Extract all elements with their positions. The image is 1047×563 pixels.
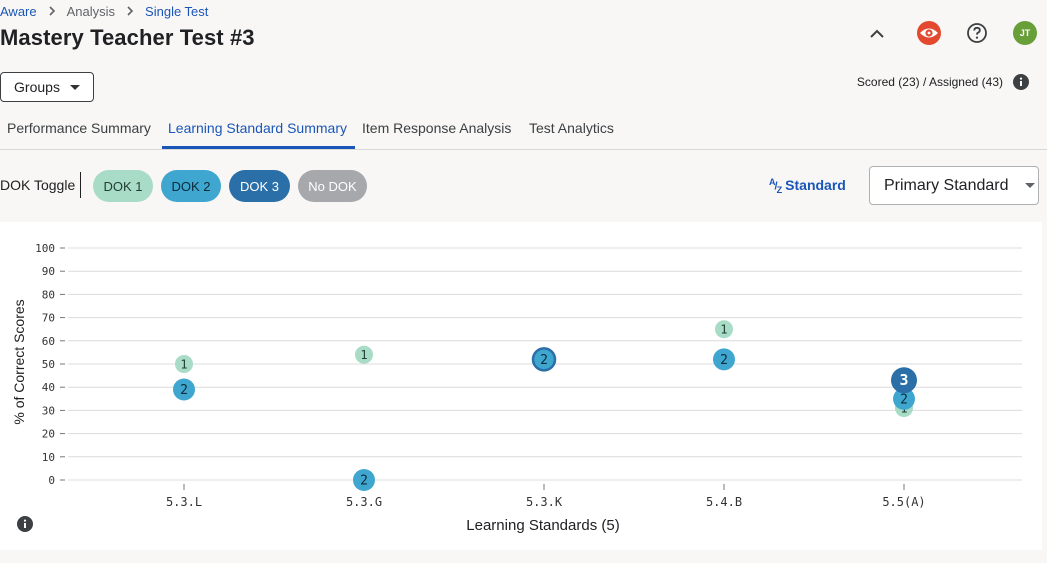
data-point-dok-2[interactable]: 2 [173,378,195,401]
y-axis-title: % of Correct Scores [11,299,27,424]
chart-info-icon[interactable] [17,516,33,537]
point-label: 2 [900,392,908,407]
point-marker [713,348,735,371]
scored-assigned-count: Scored (23) / Assigned (43) [856,75,1003,89]
data-point-dok-2[interactable]: 2 [353,469,375,491]
point-marker [715,320,733,339]
point-label: 2 [180,383,188,398]
tab-bar: Performance Summary Learning Standard Su… [0,112,1047,150]
standard-type-select[interactable]: Primary Standard [869,166,1039,205]
data-point-dok-2[interactable]: 2 [893,387,915,410]
point-label: 2 [360,474,368,489]
data-points: 1212212123 [173,320,917,491]
point-label: 2 [540,353,548,368]
y-tick-label: 80 [42,288,55,301]
tab-item-response-analysis[interactable]: Item Response Analysis [362,120,512,136]
x-tick-label: 5.3.K [526,495,563,509]
y-tick-label: 40 [42,381,55,394]
point-marker [891,367,917,394]
help-icon[interactable] [966,22,988,44]
point-marker [531,347,557,372]
sort-button-label: Standard [785,177,846,193]
y-tick-label: 50 [42,358,55,371]
x-tick-label: 5.3.L [166,495,202,509]
standard-select-value: Primary Standard [884,176,1009,194]
x-tick-label: 5.5(A) [882,495,925,509]
active-tab-indicator [162,146,355,149]
y-tick-label: 70 [42,312,55,325]
page-title: Mastery Teacher Test #3 [0,25,255,50]
x-tick-label: 5.4.B [706,495,742,509]
dok-1-toggle[interactable]: DOK 1 [93,170,153,202]
eye-icon[interactable] [916,20,942,46]
point-marker [173,378,195,401]
y-axis-ticks: 0 10 20 30 40 50 60 70 80 90 100 [35,242,65,487]
point-label: 1 [720,323,727,337]
y-tick-label: 60 [42,335,55,348]
tab-test-analytics[interactable]: Test Analytics [529,120,614,136]
x-axis-title: Learning Standards (5) [466,517,619,534]
collapse-chevron-up-icon[interactable] [866,24,888,42]
divider [80,172,81,198]
dok-3-toggle[interactable]: DOK 3 [229,170,290,202]
data-point-dok-2[interactable]: 2 [713,348,735,371]
breadcrumb: Aware Analysis Single Test [0,4,208,19]
y-tick-label: 100 [35,242,55,255]
point-label: 2 [720,353,728,368]
y-tick-label: 90 [42,265,55,278]
caret-down-icon [1024,183,1035,188]
data-point-dok-2[interactable]: 2 [531,347,557,372]
point-label: 1 [360,348,367,362]
tab-performance-summary[interactable]: Performance Summary [7,120,151,136]
x-tick-label: 5.3.G [346,495,382,509]
breadcrumb-aware-link[interactable]: Aware [0,4,37,19]
data-point-dok-1[interactable]: 1 [175,355,193,373]
chevron-right-icon [115,4,145,19]
chart-panel: 0 10 20 30 40 50 60 70 80 90 100 5.3.L 5.3.G 5.3.K 5.… [0,222,1042,550]
breadcrumb-analysis[interactable]: Analysis [66,4,116,19]
tab-learning-standard-summary[interactable]: Learning Standard Summary [168,120,347,136]
data-point-dok-3[interactable]: 3 [891,367,917,394]
data-point-dok-1[interactable]: 1 [715,320,733,339]
y-tick-label: 0 [48,474,55,487]
y-tick-label: 20 [42,428,55,441]
dok-2-toggle[interactable]: DOK 2 [161,170,221,202]
chevron-right-icon [37,4,67,19]
point-marker [175,355,193,373]
avatar[interactable]: JT [1013,21,1037,45]
breadcrumb-single-test[interactable]: Single Test [145,4,209,19]
data-point-dok-1[interactable]: 1 [355,345,373,364]
y-tick-label: 30 [42,404,55,417]
point-label: 1 [180,358,187,372]
dok-toggle-label: DOK Toggle [0,177,76,193]
groups-button-label: Groups [14,79,60,95]
no-dok-toggle[interactable]: No DOK [298,170,367,202]
point-marker [353,469,375,491]
groups-dropdown-button[interactable]: Groups [0,72,94,102]
caret-down-icon [69,84,80,90]
info-icon[interactable] [1013,74,1029,95]
x-axis-ticks: 5.3.L 5.3.G 5.3.K 5.4.B 5.5(A) [166,484,926,509]
point-marker [893,387,915,410]
chart-grid [68,247,1022,481]
sort-standard-button[interactable]: A/Z Standard [769,177,846,195]
point-label: 3 [899,371,908,389]
sort-alpha-icon: A/Z [769,177,782,195]
point-marker [355,345,373,364]
y-tick-label: 10 [42,451,55,464]
